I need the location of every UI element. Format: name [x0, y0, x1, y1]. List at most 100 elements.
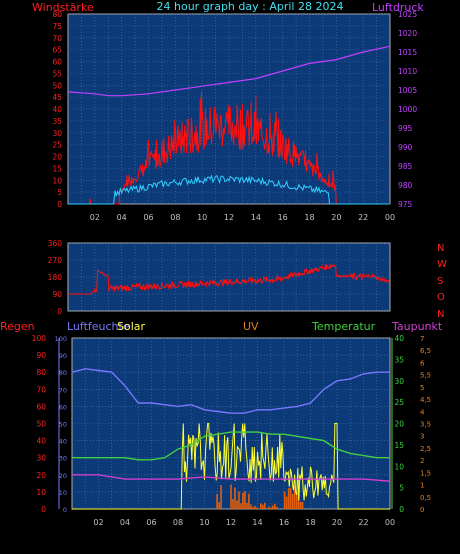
y-tick-label: 35 — [394, 355, 404, 364]
chart-title: 24 hour graph day : April 28 2024 — [157, 0, 344, 13]
y-tick-label: 1000 — [398, 105, 417, 114]
y-tick-label: 10 — [394, 462, 404, 471]
x-tick-label: 18 — [304, 213, 314, 222]
y-tick-label: 2 — [420, 457, 424, 465]
y-tick-label: 4 — [420, 408, 425, 416]
x-tick-label: 10 — [197, 213, 207, 222]
y-tick-label: 1025 — [398, 10, 417, 19]
y-tick-label: 90 — [36, 351, 46, 360]
direction-label: W — [437, 259, 447, 270]
direction-label: N — [437, 243, 444, 254]
y-tick-label: 0 — [420, 506, 424, 514]
temperatur-line — [72, 431, 390, 461]
luftfeuchte-axis-label: Luftfeuchte — [67, 320, 130, 333]
y-tick-label: 10 — [52, 176, 62, 185]
y-tick-label: 70 — [52, 34, 62, 43]
x-tick-label: 20 — [331, 213, 341, 222]
y-tick-label: 30 — [52, 129, 62, 138]
y-tick-label: 70 — [59, 386, 67, 394]
x-tick-label: 04 — [120, 518, 130, 527]
y-tick-label: 80 — [52, 10, 62, 19]
y-tick-label: 360 — [48, 239, 63, 248]
y-tick-label: 975 — [398, 200, 413, 209]
luftfeuchte-line — [71, 368, 390, 414]
taupunkt-line — [72, 474, 391, 482]
y-tick-label: 30 — [394, 377, 404, 386]
y-tick-label: 40 — [394, 334, 404, 343]
y-tick-label: 6 — [420, 359, 425, 367]
y-tick-label: 5,5 — [420, 372, 431, 380]
y-tick-label: 35 — [52, 117, 62, 126]
direction-label: N — [437, 309, 444, 320]
y-tick-label: 45 — [52, 93, 62, 102]
taupunkt-axis-label: Taupunkt — [391, 320, 443, 333]
y-tick-label: 0 — [57, 200, 62, 209]
y-tick-label: 10 — [36, 488, 46, 497]
windstaerke-axis-label: Windstärke — [32, 1, 94, 14]
y-tick-label: 50 — [36, 420, 46, 429]
x-tick-label: 16 — [278, 213, 288, 222]
y-tick-label: 20 — [36, 471, 46, 480]
x-tick-label: 08 — [173, 518, 183, 527]
regen-axis-label: Regen — [0, 320, 35, 333]
y-tick-label: 25 — [394, 398, 404, 407]
y-tick-label: 0 — [41, 505, 46, 514]
y-tick-label: 30 — [59, 455, 67, 463]
y-tick-label: 7 — [420, 335, 424, 343]
x-tick-label: 22 — [358, 213, 368, 222]
x-tick-label: 04 — [117, 213, 127, 222]
y-tick-label: 1015 — [398, 48, 417, 57]
x-tick-label: 02 — [93, 518, 103, 527]
y-tick-label: 50 — [52, 81, 62, 90]
x-tick-label: 08 — [170, 213, 180, 222]
direction-label: S — [437, 276, 443, 287]
y-tick-label: 3 — [420, 433, 424, 441]
pressure-line — [67, 45, 391, 97]
x-tick-label: 10 — [199, 518, 209, 527]
plot-area — [67, 13, 391, 205]
y-tick-label: 80 — [36, 368, 46, 377]
y-tick-label: 90 — [59, 352, 67, 360]
uv-axis-label: UV — [243, 320, 259, 333]
y-tick-label: 100 — [32, 334, 47, 343]
x-tick-label: 20 — [332, 518, 342, 527]
y-tick-label: 1,5 — [420, 469, 431, 477]
y-tick-label: 100 — [55, 335, 67, 343]
x-tick-label: 14 — [251, 213, 261, 222]
y-tick-label: 10 — [59, 489, 67, 497]
y-tick-label: 5 — [57, 188, 62, 197]
wind-direction-line — [68, 263, 390, 295]
y-tick-label: 0,5 — [420, 494, 431, 502]
y-tick-label: 40 — [52, 105, 62, 114]
y-tick-label: 15 — [394, 441, 404, 450]
y-tick-label: 60 — [59, 403, 67, 411]
y-tick-label: 20 — [394, 420, 404, 429]
y-tick-label: 55 — [52, 69, 62, 78]
y-tick-label: 80 — [59, 369, 67, 377]
x-tick-label: 12 — [224, 213, 234, 222]
y-tick-label: 6,5 — [420, 347, 431, 355]
y-tick-label: 50 — [59, 421, 67, 429]
y-tick-label: 75 — [52, 22, 62, 31]
y-tick-label: 980 — [398, 181, 413, 190]
y-tick-label: 3,5 — [420, 421, 431, 429]
solar-axis-label: Solar — [117, 320, 146, 333]
y-tick-label: 1 — [420, 482, 424, 490]
x-tick-label: 16 — [279, 518, 289, 527]
x-tick-label: 18 — [305, 518, 315, 527]
x-tick-label: 12 — [226, 518, 236, 527]
x-tick-label: 02 — [90, 213, 100, 222]
y-tick-label: 40 — [36, 437, 46, 446]
y-tick-label: 0 — [63, 506, 67, 514]
y-tick-label: 60 — [36, 402, 46, 411]
y-tick-label: 70 — [36, 385, 46, 394]
y-tick-label: 985 — [398, 162, 413, 171]
y-tick-label: 0 — [57, 307, 62, 316]
y-tick-label: 1005 — [398, 86, 417, 95]
y-tick-label: 2,5 — [420, 445, 431, 453]
y-tick-label: 180 — [48, 273, 63, 282]
y-tick-label: 40 — [59, 438, 67, 446]
y-tick-label: 90 — [52, 290, 62, 299]
x-tick-label: 06 — [146, 518, 156, 527]
